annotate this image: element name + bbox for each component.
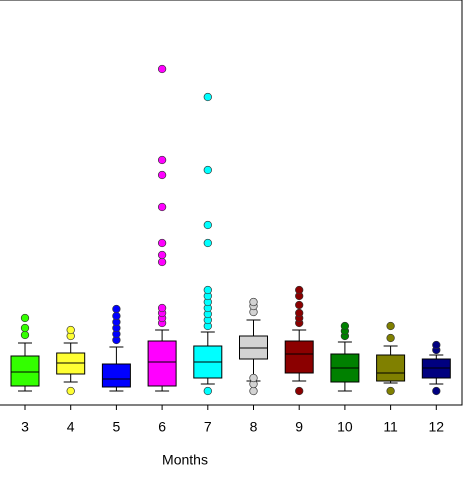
outlier bbox=[249, 386, 258, 396]
outlier bbox=[295, 300, 304, 310]
x-tick-label: 3 bbox=[21, 419, 29, 435]
box bbox=[10, 355, 40, 387]
outlier bbox=[20, 330, 30, 340]
outlier bbox=[66, 325, 75, 335]
x-tick-label: 4 bbox=[67, 419, 75, 435]
outlier bbox=[432, 386, 441, 396]
box bbox=[101, 363, 131, 388]
outlier bbox=[157, 303, 167, 313]
outlier bbox=[432, 340, 441, 350]
outlier bbox=[203, 220, 212, 230]
outlier bbox=[203, 92, 212, 102]
outlier bbox=[112, 304, 121, 314]
x-tick-label: 11 bbox=[383, 419, 398, 435]
outlier bbox=[20, 323, 30, 333]
outlier bbox=[203, 238, 212, 248]
outlier bbox=[203, 285, 212, 295]
x-axis-label: Months bbox=[162, 452, 208, 468]
x-tick-label: 10 bbox=[337, 419, 353, 435]
plot-frame bbox=[0, 0, 463, 406]
x-tick-label: 5 bbox=[113, 419, 121, 435]
outlier bbox=[20, 313, 30, 323]
outlier bbox=[157, 170, 167, 180]
outlier bbox=[66, 386, 75, 396]
outlier bbox=[249, 373, 258, 383]
outlier bbox=[386, 386, 395, 396]
x-tick-label: 7 bbox=[204, 419, 212, 435]
outlier bbox=[157, 257, 167, 267]
outlier bbox=[340, 321, 350, 331]
box bbox=[147, 340, 177, 387]
outlier bbox=[249, 297, 258, 307]
outlier bbox=[295, 285, 304, 295]
outlier bbox=[157, 64, 167, 74]
outlier bbox=[295, 386, 304, 396]
outlier bbox=[157, 155, 167, 165]
outlier bbox=[157, 202, 167, 212]
x-tick-label: 8 bbox=[250, 419, 258, 435]
box bbox=[284, 340, 314, 374]
outlier bbox=[386, 333, 395, 343]
outlier bbox=[386, 321, 395, 331]
x-tick-label: 9 bbox=[295, 419, 303, 435]
outlier bbox=[112, 311, 121, 321]
x-tick-label: 6 bbox=[158, 419, 166, 435]
outlier bbox=[203, 386, 212, 396]
x-tick-label: 12 bbox=[429, 419, 445, 435]
box bbox=[376, 354, 406, 382]
outlier bbox=[157, 238, 167, 248]
outlier bbox=[203, 165, 212, 175]
outlier bbox=[295, 308, 304, 318]
outlier bbox=[157, 250, 167, 260]
